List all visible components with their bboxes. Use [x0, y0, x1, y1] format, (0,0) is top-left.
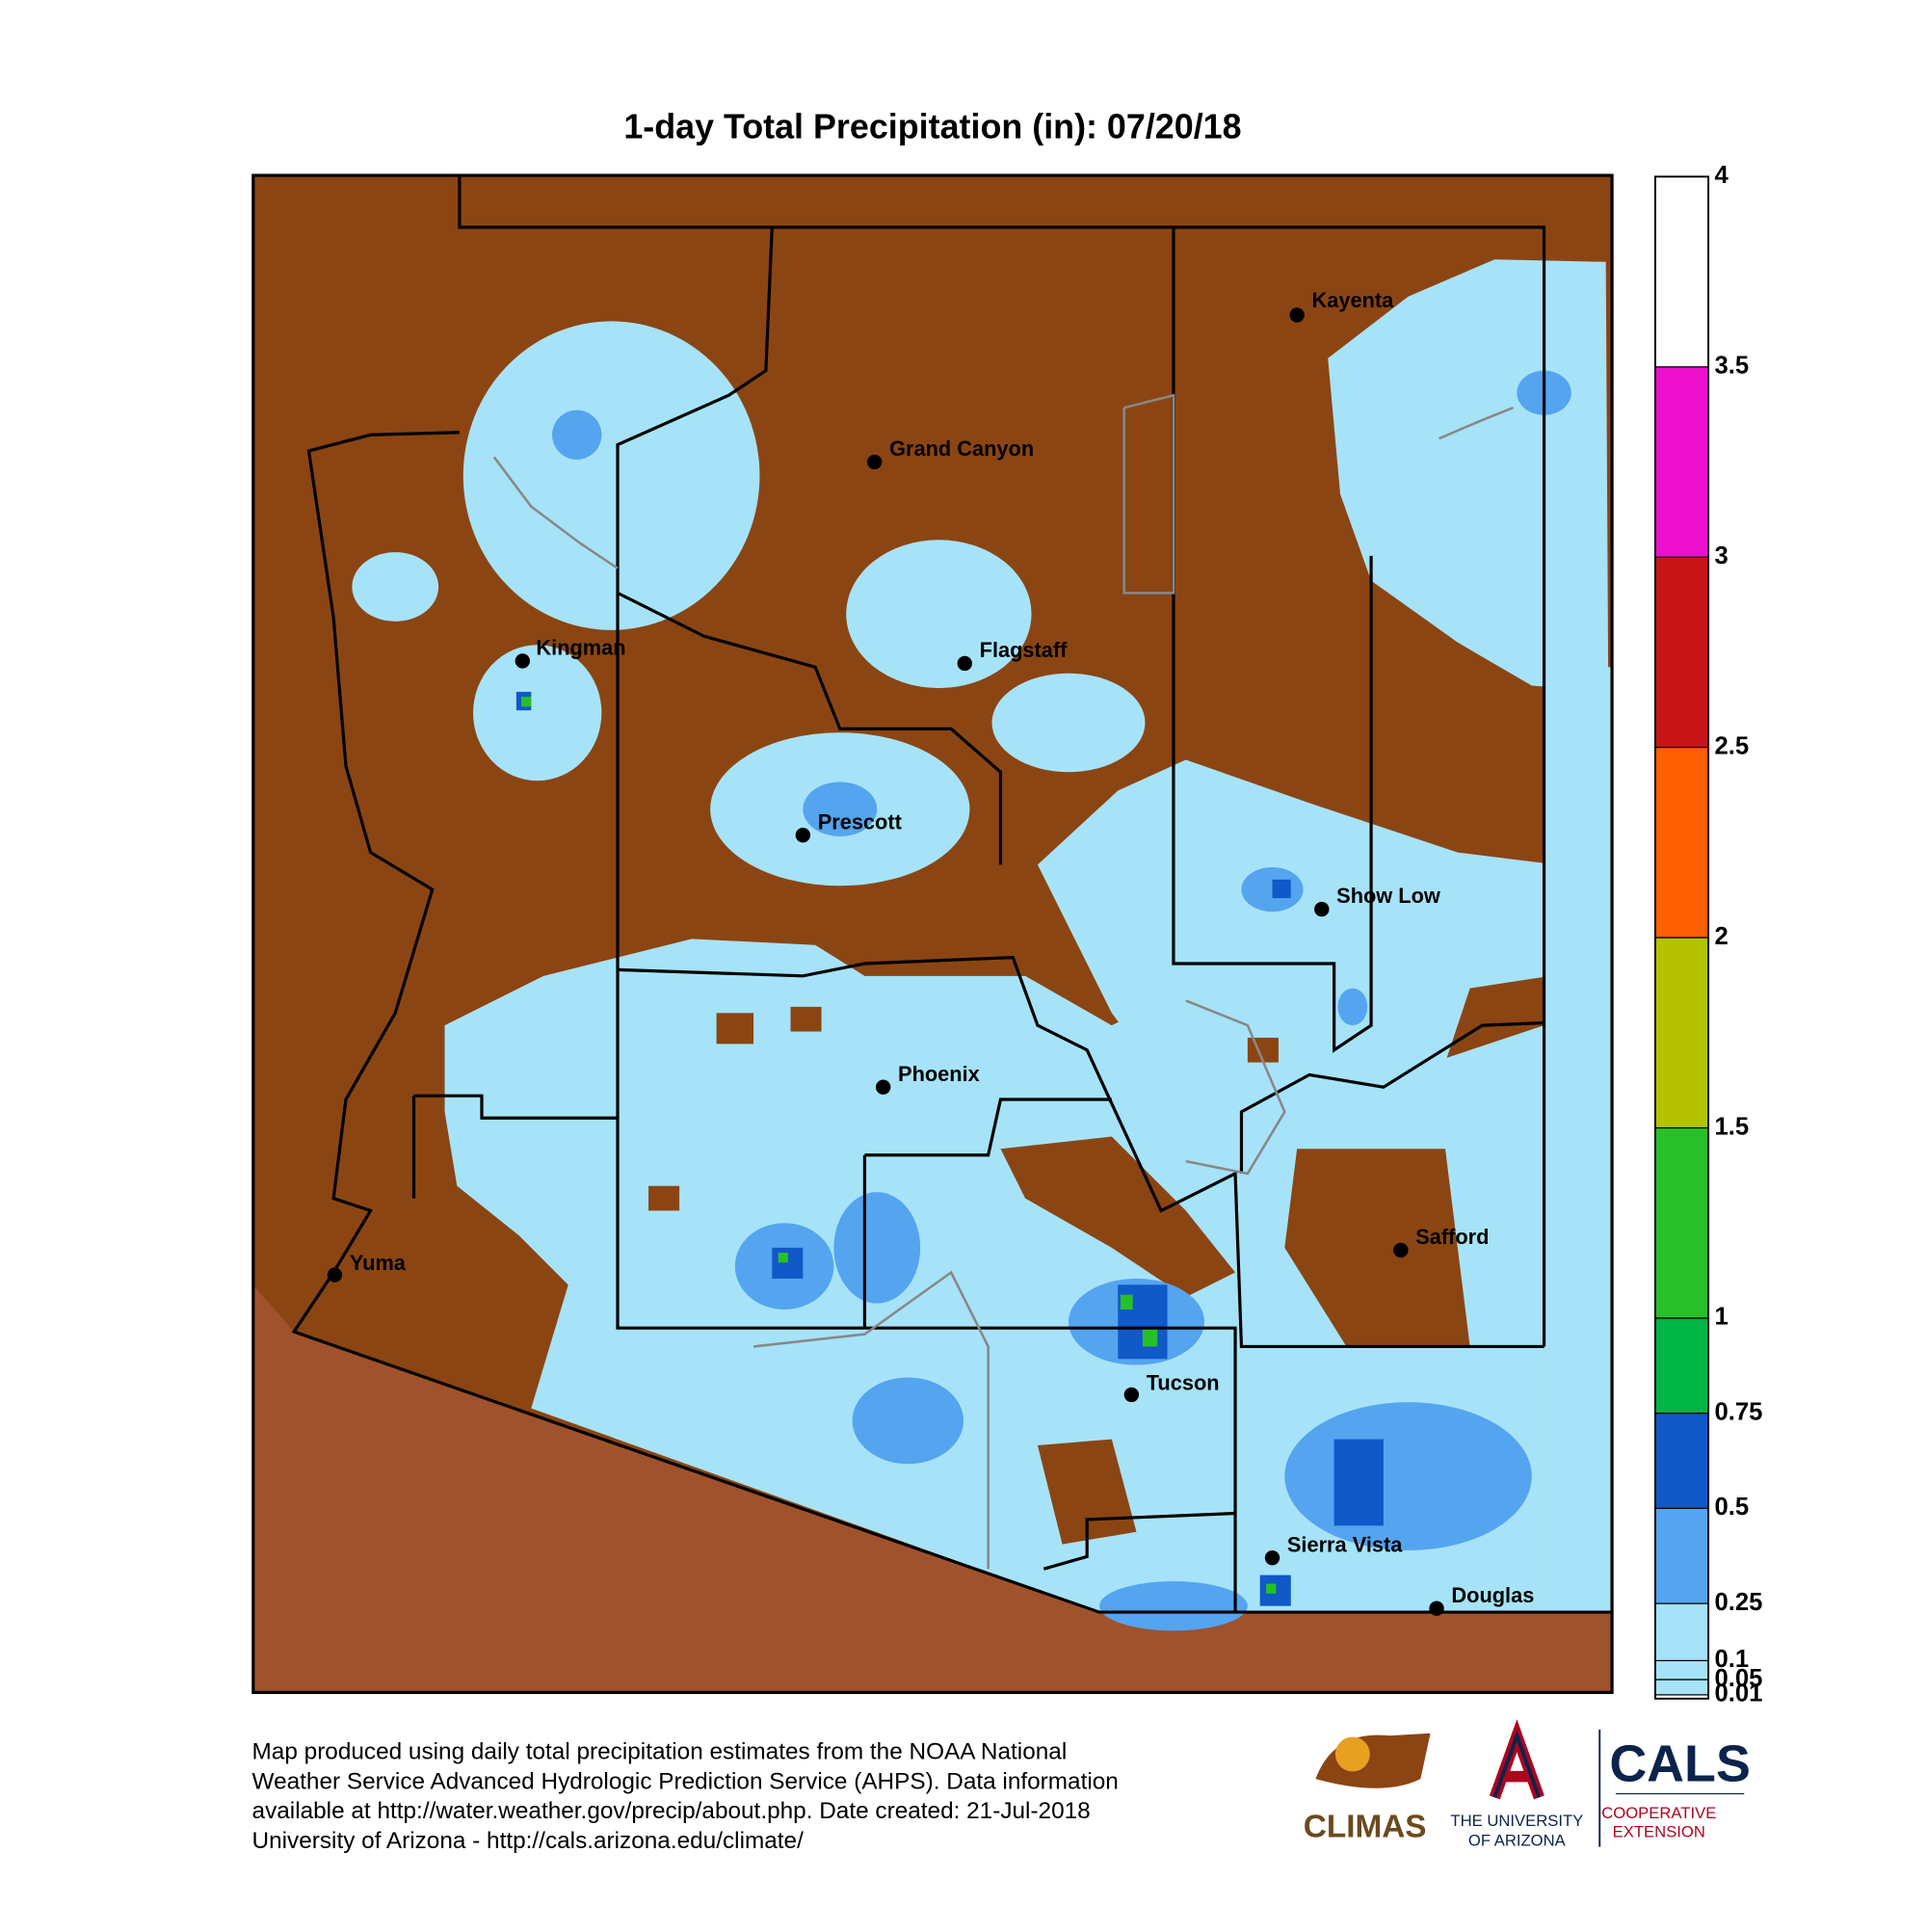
city-label: Grand Canyon [889, 437, 1034, 461]
ua-logo-outline [1492, 1730, 1542, 1799]
footer-line: Weather Service Advanced Hydrologic Pred… [252, 1768, 1119, 1794]
colorbar-segment [1654, 366, 1709, 558]
city-dot [1123, 1387, 1140, 1403]
climas-icon [1315, 1733, 1431, 1788]
colorbar-label: 3.5 [1714, 353, 1749, 380]
city-dot [327, 1267, 343, 1283]
colorbar-segment [1654, 1660, 1709, 1681]
map [251, 173, 1614, 1695]
city-dot [1393, 1242, 1409, 1258]
colorbar-label: 2.5 [1714, 732, 1749, 759]
city-label: Douglas [1451, 1583, 1534, 1607]
footer-line: available at http://water.weather.gov/pr… [252, 1798, 1091, 1824]
colorbar-segment [1654, 1127, 1709, 1318]
city-dot [795, 827, 811, 843]
climas-sun [1334, 1736, 1370, 1772]
title: 1-day Total Precipitation (in): 07/20/18 [623, 108, 1241, 146]
colorbar-segment [1654, 938, 1709, 1128]
cals-logo: CALS [1609, 1735, 1751, 1793]
ua-logo-mark [1489, 1719, 1544, 1800]
city-dot [875, 1079, 891, 1095]
city-dot [1429, 1601, 1444, 1616]
dry-patches [648, 1006, 1470, 1545]
reservation-lines [492, 393, 1514, 1570]
city-label: Kayenta [1312, 288, 1395, 312]
cals-extension: COOPERATIVE [1601, 1804, 1716, 1822]
logos: CLIMAS THE UNIVERSITY OF ARIZONA CALS CO… [1304, 1719, 1751, 1849]
city-label: Yuma [350, 1251, 407, 1275]
rain-areas [352, 259, 1613, 1613]
city-label: Sierra Vista [1287, 1532, 1403, 1556]
heavy-rain [515, 691, 1384, 1606]
colorbar-label: 0.25 [1714, 1589, 1762, 1616]
colorbar-label: 0.01 [1714, 1681, 1762, 1707]
colorbar-label: 1.5 [1714, 1113, 1749, 1140]
city-label: Prescott [818, 809, 902, 834]
colorbar-segment [1654, 747, 1709, 939]
city-label: Safford [1415, 1225, 1489, 1249]
city-label: Tucson [1147, 1370, 1220, 1394]
colorbar-label: 2 [1714, 923, 1728, 950]
colorbar-segment [1654, 557, 1709, 748]
colorbar-label: 0.1 [1714, 1646, 1749, 1673]
colorbar-segment [1654, 1508, 1709, 1604]
city-label: Show Low [1336, 884, 1440, 908]
mexico [252, 1284, 1613, 1693]
very-heavy-rain [521, 697, 1277, 1594]
city-dot [1264, 1549, 1280, 1566]
city-dot [957, 655, 972, 672]
city-dot [515, 653, 530, 669]
colorbar-segment [1654, 1413, 1709, 1509]
map-frame [251, 173, 1614, 1695]
colorbar-segment [1654, 176, 1709, 367]
colorbar-segment [1654, 1603, 1709, 1661]
colorbar-label: 0.75 [1714, 1398, 1762, 1425]
ua-logo-text: THE UNIVERSITY [1450, 1812, 1583, 1830]
city-dot [1314, 901, 1330, 917]
cals-extension: EXTENSION [1613, 1822, 1705, 1840]
footer: Map produced using daily total precipita… [252, 1739, 1119, 1854]
ua-logo-text: OF ARIZONA [1468, 1831, 1567, 1849]
climas-logo: CLIMAS [1304, 1809, 1427, 1844]
city-label: Flagstaff [980, 638, 1069, 662]
colorbar-label: 4 [1714, 162, 1729, 189]
colorbar-segment [1654, 1680, 1709, 1695]
cities: Kayenta Grand Canyon Kingman Flagstaff P… [327, 288, 1534, 1616]
colorbar-label: 0.5 [1714, 1494, 1749, 1521]
colorbar-label: 1 [1714, 1304, 1728, 1331]
city-label: Phoenix [898, 1062, 980, 1086]
city-dot [867, 454, 883, 470]
colorbar: 0.010.050.1 0.25 0.5 0.75 1 1.5 2 2.5 3 3.5 4 [1653, 162, 1762, 1707]
colorbar-segment [1654, 1317, 1709, 1414]
footer-line: Map produced using daily total precipita… [252, 1739, 1068, 1765]
city-dot [1289, 307, 1305, 323]
footer-line: University of Arizona - http://cals.ariz… [252, 1828, 805, 1854]
county-lines [291, 175, 1613, 1614]
city-label: Kingman [536, 635, 625, 659]
colorbar-label: 3 [1714, 543, 1728, 569]
colorbar-label: 0.05 [1714, 1665, 1762, 1692]
